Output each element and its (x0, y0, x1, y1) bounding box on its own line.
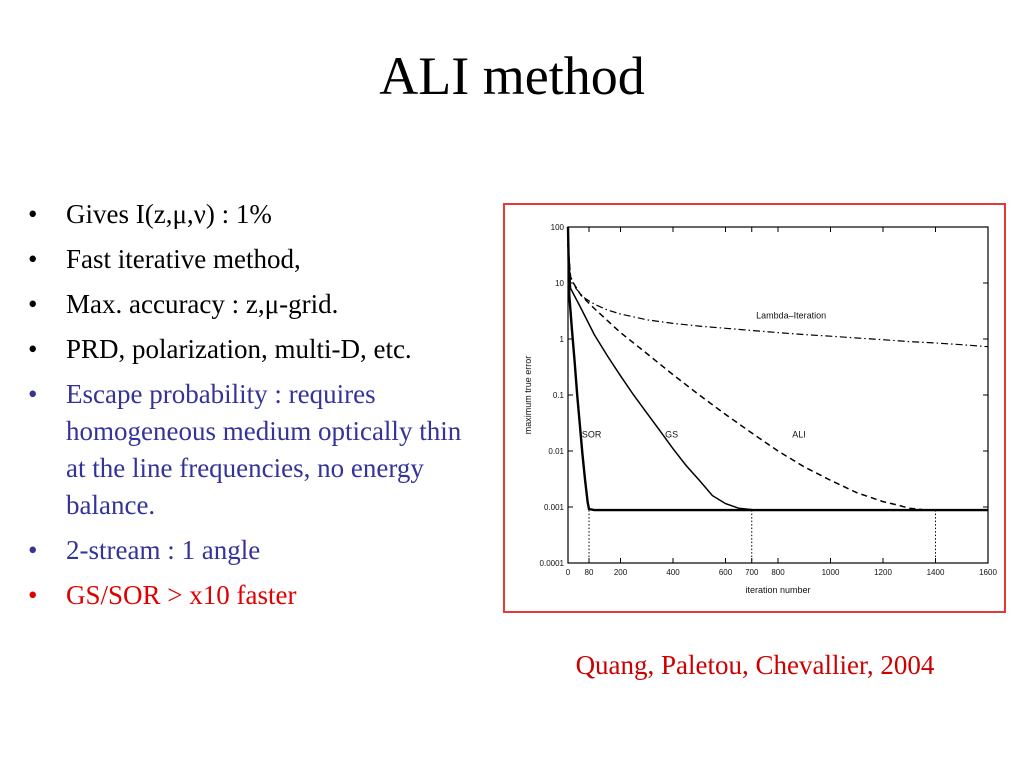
bullet-item: • Escape probability : requires homogeneo… (28, 376, 468, 524)
bullet-text: Escape probability : requires homogeneou… (66, 379, 462, 520)
chart-frame: 0.0001 0.001 0.01 0.1 1 10 100 0 80 200 400 600 700 8… (503, 203, 1006, 613)
x-tick-label: 80 (585, 568, 594, 577)
bullet-item: • PRD, polarization, multi-D, etc. (28, 331, 468, 368)
y-axis-label: maximum true error (523, 356, 533, 435)
series-lambda-iteration (567, 243, 989, 348)
bullet-marker: • (28, 379, 38, 409)
bullet-text: 2-stream : 1 angle (66, 535, 261, 565)
series-annotation: SOR (582, 429, 602, 439)
bullet-item: • Gives I(z,μ,ν) : 1% (28, 196, 468, 233)
x-tick-label: 1000 (822, 568, 840, 577)
bullet-item: • Fast iterative method, (28, 241, 468, 278)
bullet-item: • Max. accuracy : z,μ-grid. (28, 286, 468, 323)
bullet-item: • GS/SOR > x10 faster (28, 577, 468, 614)
series-ali (567, 243, 988, 511)
bullet-marker: • (28, 199, 38, 229)
bullet-list: • Gives I(z,μ,ν) : 1% • Fast iterative meth… (28, 196, 468, 622)
y-tick-label: 0.001 (544, 503, 565, 512)
x-tick-label: 700 (745, 568, 759, 577)
series-annotation: GS (665, 429, 678, 439)
series-sor (566, 226, 988, 512)
bullet-text: GS/SOR > x10 faster (66, 580, 297, 610)
bullet-marker: • (28, 334, 38, 364)
y-tick-label: 10 (555, 279, 564, 288)
bullet-marker: • (28, 580, 38, 610)
bullet-item: • 2-stream : 1 angle (28, 532, 468, 569)
x-tick-label: 1200 (874, 568, 892, 577)
y-tick-label: 0.01 (548, 447, 564, 456)
x-tick-label: 1600 (979, 568, 997, 577)
series-annotation: ALI (792, 429, 806, 439)
series-annotation: Lambda–Iteration (756, 311, 826, 321)
bullet-marker: • (28, 244, 38, 274)
x-tick-label: 400 (666, 568, 680, 577)
x-tick-label: 200 (614, 568, 628, 577)
plot-area-border (567, 226, 989, 564)
bullet-text: PRD, polarization, multi-D, etc. (66, 334, 412, 364)
bullet-text: Fast iterative method, (66, 244, 301, 274)
y-tick-label: 100 (551, 223, 565, 232)
slide-title: ALI method (379, 46, 645, 106)
bullet-marker: • (28, 535, 38, 565)
x-tick-label: 1400 (927, 568, 945, 577)
x-tick-label: 800 (771, 568, 785, 577)
bullet-marker: • (28, 289, 38, 319)
series-gs (567, 243, 988, 511)
x-axis-label: iteration number (745, 585, 810, 595)
y-tick-label: 0.1 (553, 391, 565, 400)
bullet-text: Max. accuracy : z,μ-grid. (66, 289, 339, 319)
bullet-text: Gives I(z,μ,ν) : 1% (66, 199, 272, 229)
x-tick-label: 600 (719, 568, 733, 577)
citation: Quang, Paletou, Chevallier, 2004 (575, 650, 935, 680)
y-tick-label: 0.0001 (540, 559, 565, 568)
y-tick-label: 1 (560, 335, 565, 344)
x-tick-label: 0 (566, 568, 571, 577)
